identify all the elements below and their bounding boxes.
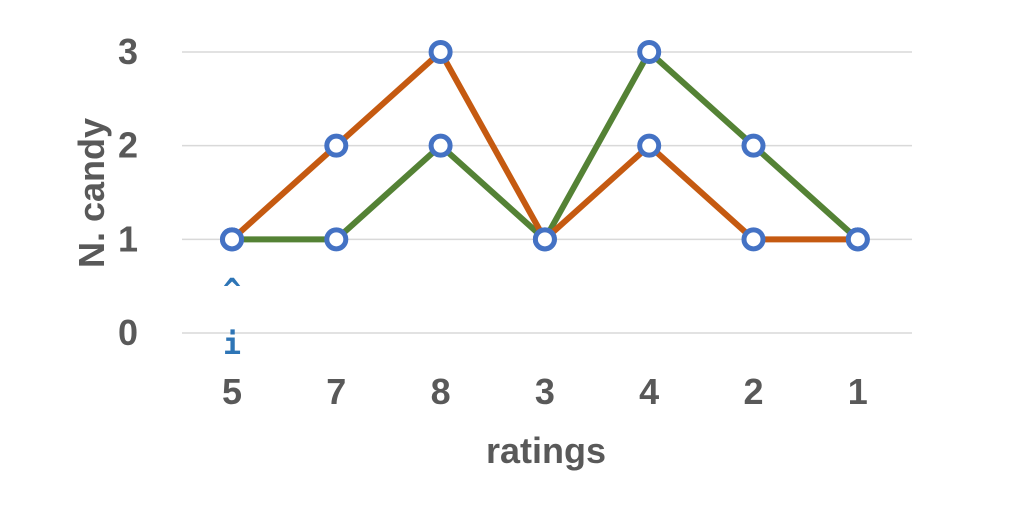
data-point <box>324 133 349 158</box>
x-tick-label: 7 <box>326 371 346 412</box>
data-point <box>532 227 557 252</box>
y-tick-label: 2 <box>118 125 138 166</box>
pointer-annotation: ^ i <box>223 273 241 362</box>
data-point <box>741 133 766 158</box>
y-axis-ticks: 0 1 2 3 <box>118 31 138 353</box>
data-point <box>324 227 349 252</box>
x-tick-label: 3 <box>535 371 555 412</box>
data-point <box>428 40 453 64</box>
data-point <box>220 227 244 252</box>
y-tick-label: 0 <box>118 312 138 353</box>
y-tick-label: 1 <box>118 218 138 259</box>
x-tick-label: 8 <box>431 371 451 412</box>
data-point <box>428 133 453 158</box>
data-point <box>637 40 662 64</box>
series-markers <box>220 40 870 252</box>
data-point <box>741 227 766 252</box>
x-axis-title: ratings <box>486 430 606 471</box>
x-tick-label: 4 <box>639 371 659 412</box>
x-tick-label: 2 <box>743 371 763 412</box>
annotation-caret: ^ <box>223 273 241 308</box>
y-axis-title: N. candy <box>71 118 112 268</box>
data-point <box>845 227 870 252</box>
x-tick-label: 5 <box>222 371 242 412</box>
x-axis-ticks: 5 7 8 3 4 2 1 <box>222 371 868 412</box>
x-tick-label: 1 <box>848 371 868 412</box>
annotation-letter: i <box>223 327 241 362</box>
data-point <box>637 133 662 158</box>
y-tick-label: 3 <box>118 31 138 72</box>
